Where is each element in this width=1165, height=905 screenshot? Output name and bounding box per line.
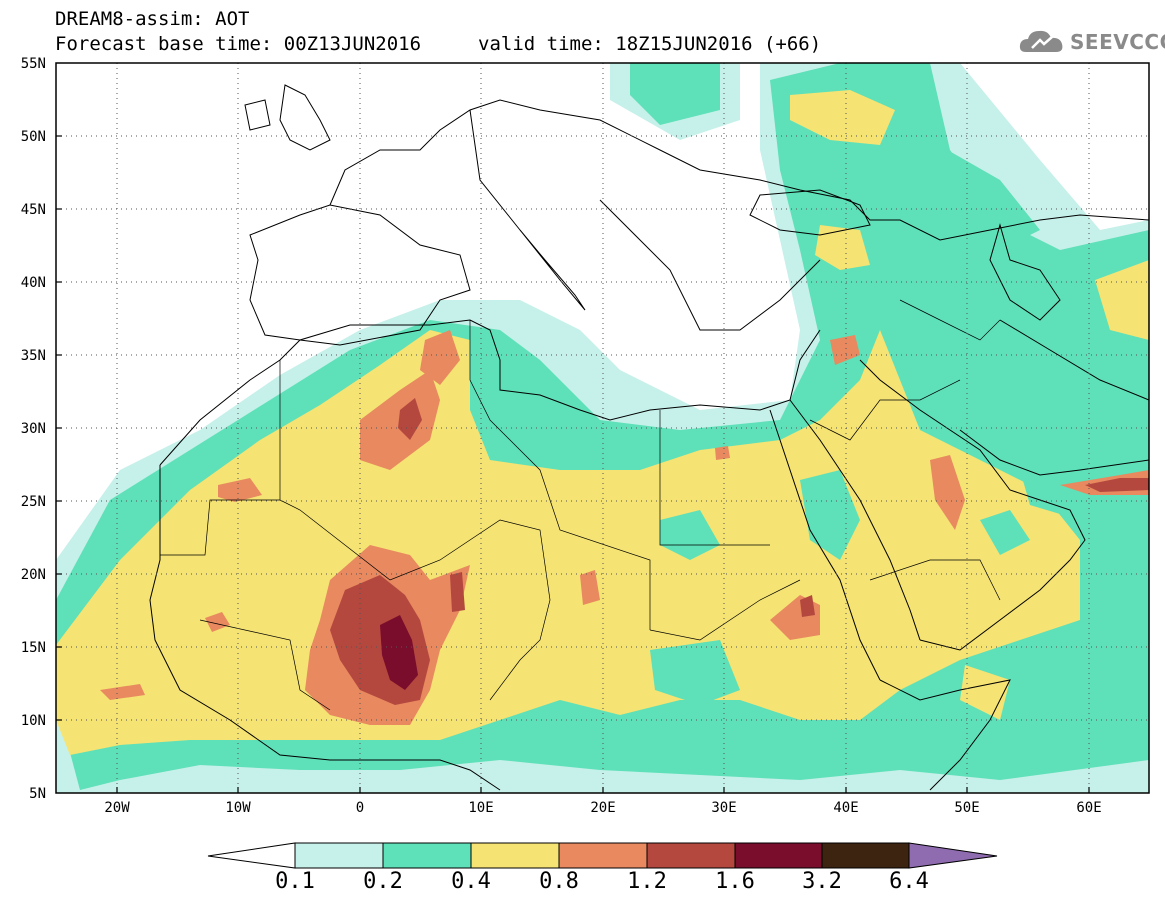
country-borders xyxy=(160,299,1001,711)
colorbar-seg-5 xyxy=(646,842,736,869)
lon-labels: 20W 10W 0 10E 20E 30E 40E 50E 60E xyxy=(104,800,1101,816)
colorbar-seg-7 xyxy=(821,842,910,869)
lat-label: 15N xyxy=(21,640,46,656)
colorbar xyxy=(207,842,998,869)
lat-label: 35N xyxy=(21,348,46,364)
colorbar-label: 0.2 xyxy=(363,869,403,894)
aot-band-1.6 xyxy=(380,615,418,690)
lon-label: 30E xyxy=(711,800,736,816)
lon-label: 20E xyxy=(590,800,615,816)
lon-label: 60E xyxy=(1076,800,1101,816)
colorbar-label: 0.1 xyxy=(275,869,315,894)
colorbar-label: 0.8 xyxy=(539,869,579,894)
cloud-icon xyxy=(1019,30,1063,52)
colorbar-label: 0.4 xyxy=(451,869,491,894)
colorbar-label: 3.2 xyxy=(802,869,842,894)
colorbar-label: 1.2 xyxy=(627,869,667,894)
colorbar-seg-0 xyxy=(207,842,296,869)
lat-labels: 55N 50N 45N 40N 35N 30N 25N 20N 15N 10N … xyxy=(21,56,46,802)
colorbar-seg-8 xyxy=(908,842,998,869)
lat-label: 55N xyxy=(21,56,46,72)
graticule xyxy=(56,63,1149,793)
colorbar-label: 6.4 xyxy=(889,869,929,894)
colorbar-seg-3 xyxy=(470,842,560,869)
colorbar-seg-6 xyxy=(734,842,823,869)
lat-label: 30N xyxy=(21,421,46,437)
forecast-base-time: Forecast base time: 00Z13JUN2016 xyxy=(55,33,422,55)
lat-label: 45N xyxy=(21,202,46,218)
axis-ticks xyxy=(56,135,1090,793)
lon-label: 10E xyxy=(468,800,493,816)
coastlines xyxy=(149,84,1149,791)
colorbar-seg-4 xyxy=(558,842,648,869)
colorbar-label: 1.6 xyxy=(715,869,755,894)
colorbar-seg-2 xyxy=(382,842,472,869)
logo-text: SEEVCCC xyxy=(1070,30,1165,54)
seevccc-logo: SEEVCCC xyxy=(1018,26,1165,58)
lat-label: 20N xyxy=(21,567,46,583)
lat-label: 10N xyxy=(21,713,46,729)
colorbar-seg-1 xyxy=(294,842,384,869)
lon-label: 10W xyxy=(225,800,251,816)
valid-time: valid time: 18Z15JUN2016 (+66) xyxy=(478,33,822,55)
lon-label: 0 xyxy=(356,800,364,816)
lon-label: 20W xyxy=(104,800,130,816)
lat-label: 40N xyxy=(21,275,46,291)
lat-label: 5N xyxy=(29,786,46,802)
lat-label: 25N xyxy=(21,494,46,510)
map-title: DREAM8-assim: AOT xyxy=(55,8,250,30)
lat-label: 50N xyxy=(21,129,46,145)
lon-label: 40E xyxy=(833,800,858,816)
lon-label: 50E xyxy=(954,800,979,816)
